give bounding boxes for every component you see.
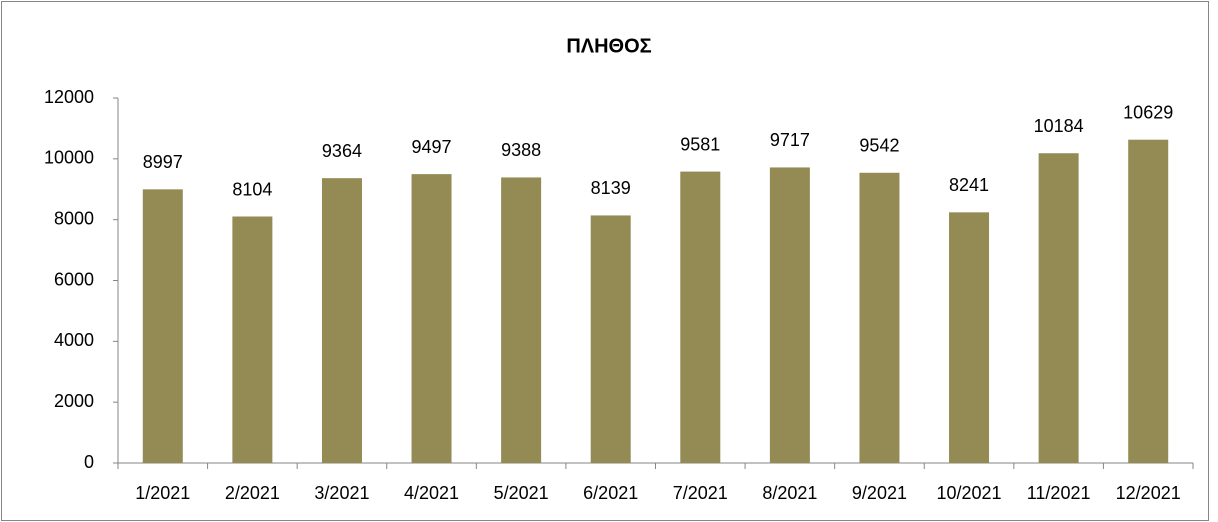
data-label: 9497 [412, 137, 452, 157]
bar [949, 212, 990, 463]
bar [142, 189, 183, 463]
data-label: 10629 [1123, 102, 1173, 122]
x-tick-label: 2/2021 [225, 483, 280, 503]
x-tick-label: 9/2021 [852, 483, 907, 503]
bar [590, 215, 631, 463]
bar [232, 216, 273, 463]
x-tick-label: 6/2021 [583, 483, 638, 503]
bar [1038, 153, 1079, 463]
data-label: 10184 [1034, 116, 1084, 136]
y-tick-label: 12000 [44, 87, 94, 107]
y-tick-label: 10000 [44, 148, 94, 168]
data-label: 9581 [680, 134, 720, 154]
bar [411, 174, 452, 463]
data-label: 9364 [322, 141, 362, 161]
data-label: 9542 [859, 136, 899, 156]
chart-title: ΠΛΗΘΟΣ [566, 35, 651, 57]
bar [1128, 139, 1169, 464]
y-tick-label: 8000 [54, 208, 94, 228]
bar [769, 167, 810, 463]
y-tick-label: 6000 [54, 269, 94, 289]
x-tick-label: 12/2021 [1116, 483, 1181, 503]
data-label: 9717 [770, 130, 810, 150]
bar [859, 172, 900, 463]
x-tick-label: 1/2021 [135, 483, 190, 503]
x-tick-label: 11/2021 [1027, 483, 1091, 503]
x-tick-label: 5/2021 [494, 483, 549, 503]
x-tick-label: 3/2021 [314, 483, 369, 503]
bar [501, 177, 542, 463]
x-tick-label: 8/2021 [762, 483, 817, 503]
data-label: 9388 [501, 140, 541, 160]
x-tick-label: 7/2021 [673, 483, 728, 503]
x-tick-label: 10/2021 [937, 483, 1002, 503]
x-tick-label: 4/2021 [404, 483, 459, 503]
y-tick-label: 0 [84, 452, 94, 472]
bar [680, 171, 721, 463]
data-label: 8104 [232, 179, 272, 199]
y-tick-label: 2000 [54, 391, 94, 411]
data-label: 8997 [143, 152, 183, 172]
data-label: 8139 [591, 178, 631, 198]
bar [321, 178, 362, 463]
y-tick-label: 4000 [54, 330, 94, 350]
data-label: 8241 [949, 175, 989, 195]
